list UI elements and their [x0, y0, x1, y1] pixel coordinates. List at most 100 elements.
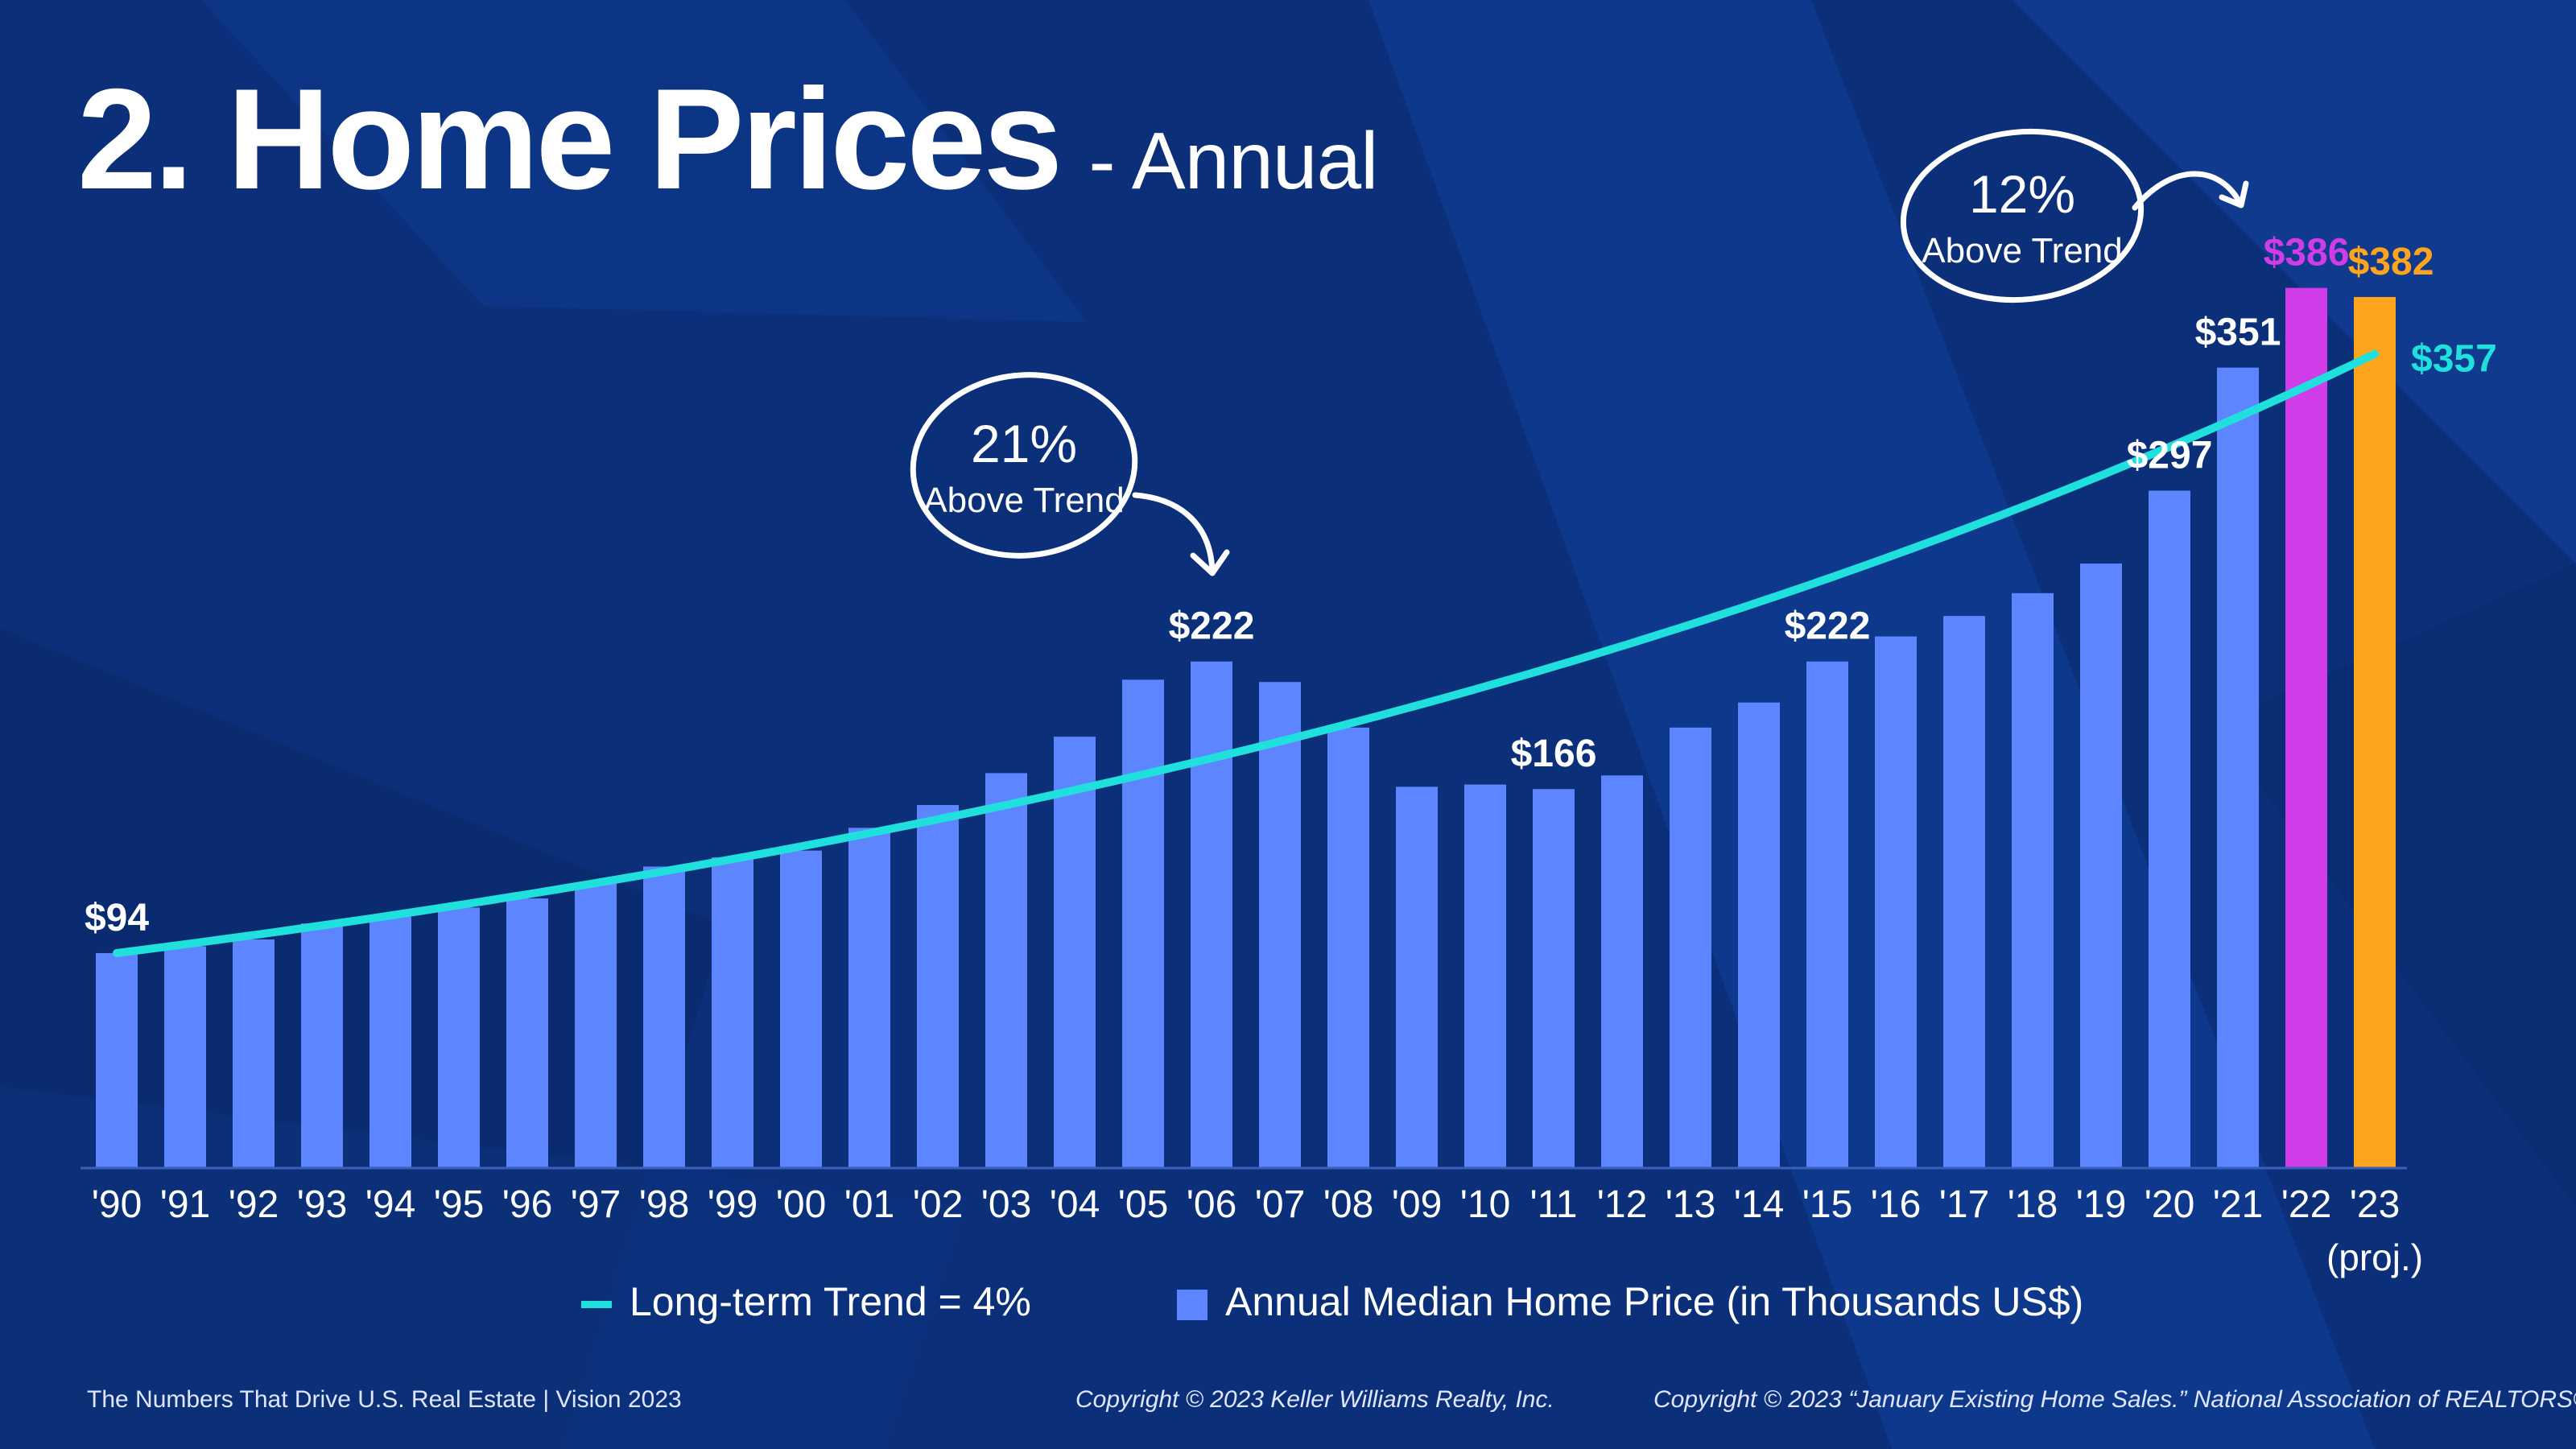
- x-tick-label: '21: [2213, 1183, 2264, 1226]
- annotation-percent: 21%: [971, 414, 1077, 473]
- trend-line: [113, 349, 2379, 957]
- annotation-arrow-head: [2219, 180, 2249, 208]
- data-label: $222: [1785, 605, 1871, 648]
- footer-right: Copyright © 2023 “January Existing Home …: [1653, 1386, 2576, 1413]
- bar: [2080, 564, 2122, 1167]
- bar: [575, 882, 617, 1167]
- annotation-text: Above Trend: [1922, 231, 2123, 270]
- legend-bars: Annual Median Home Price (in Thousands U…: [1177, 1278, 2083, 1325]
- bar: [1259, 682, 1301, 1167]
- bar: [164, 946, 206, 1167]
- above-trend-annotation: 21% Above Trend: [910, 372, 1230, 576]
- x-tick-label: '11: [1530, 1183, 1578, 1226]
- x-tick-label: '05: [1118, 1183, 1169, 1226]
- x-tick-label: '06: [1187, 1183, 1237, 1226]
- legend-trend-label: Long-term Trend = 4%: [630, 1279, 1031, 1324]
- bar: [917, 805, 959, 1167]
- bar: [1396, 786, 1438, 1167]
- x-tick-label: '95: [434, 1183, 485, 1226]
- x-tick-label: '17: [1939, 1183, 1990, 1226]
- data-label: $222: [1169, 605, 1255, 648]
- data-label: $166: [1511, 733, 1597, 775]
- data-label: $297: [2127, 434, 2213, 477]
- title-main: 2. Home Prices: [77, 59, 1063, 219]
- bar: [438, 907, 480, 1167]
- x-tick-label: '93: [297, 1183, 348, 1226]
- x-tick-label: '97: [571, 1183, 621, 1226]
- bar: [985, 773, 1027, 1167]
- bar: [1806, 661, 1848, 1167]
- annotation-arrow-head: [1190, 549, 1230, 576]
- bar: [1464, 784, 1506, 1167]
- x-tick-label: '08: [1323, 1183, 1374, 1226]
- x-tick-label: '94: [365, 1183, 416, 1226]
- annotation-circle: [910, 372, 1138, 559]
- page-title: 2. Home Prices - Annual: [77, 56, 1378, 221]
- x-tick-label: '01: [844, 1183, 895, 1226]
- legend-bar-label: Annual Median Home Price (in Thousands U…: [1225, 1279, 2084, 1324]
- x-tick-label: '19: [2076, 1183, 2127, 1226]
- bar: [2149, 490, 2190, 1167]
- bar: [301, 923, 343, 1167]
- bar: [780, 850, 822, 1167]
- data-label: $94: [85, 897, 149, 939]
- x-tick-label: '96: [502, 1183, 553, 1226]
- bar: [712, 857, 753, 1167]
- bar: [2012, 592, 2054, 1167]
- x-tick-label: '02: [913, 1183, 964, 1226]
- x-tick-label: '00: [776, 1183, 827, 1226]
- title-sub: - Annual: [1088, 116, 1378, 206]
- bar: [2354, 296, 2396, 1168]
- bar: [1533, 789, 1575, 1167]
- x-tick-label: '16: [1871, 1183, 1922, 1226]
- x-tick-label: '18: [2008, 1183, 2058, 1226]
- footer-center: Copyright © 2023 Keller Williams Realty,…: [1075, 1386, 1554, 1413]
- footer-left: The Numbers That Drive U.S. Real Estate …: [87, 1386, 682, 1413]
- bar: [1601, 775, 1643, 1167]
- bar: [233, 939, 275, 1167]
- bar: [643, 866, 685, 1167]
- data-label: $386: [2264, 232, 2350, 275]
- above-trend-annotation: 12% Above Trend: [1900, 128, 2249, 303]
- annotation-arrow: [1132, 492, 1216, 576]
- data-label: $351: [2195, 312, 2281, 354]
- trend-swatch: [581, 1301, 612, 1309]
- bar: [506, 898, 548, 1167]
- x-tick-label: '14: [1734, 1183, 1785, 1226]
- legend-trend: Long-term Trend = 4%: [581, 1278, 1031, 1325]
- bar: [1327, 727, 1369, 1167]
- bar: [1054, 737, 1096, 1167]
- x-tick-label: '12: [1597, 1183, 1648, 1226]
- bar: [2285, 287, 2327, 1167]
- x-tick-label: '13: [1666, 1183, 1716, 1226]
- x-tick-label: '10: [1460, 1183, 1511, 1226]
- annotation-percent: 12%: [1969, 164, 2075, 224]
- bar: [1191, 661, 1232, 1167]
- x-tick-label: '99: [708, 1183, 758, 1226]
- x-tick-label: '04: [1050, 1183, 1100, 1226]
- data-label: $382: [2348, 241, 2434, 283]
- bar: [1670, 727, 1711, 1167]
- x-tick-sublabel: (proj.): [2326, 1236, 2423, 1278]
- bar: [369, 916, 411, 1167]
- x-tick-label: '23: [2350, 1183, 2401, 1226]
- bar: [1943, 616, 1985, 1167]
- x-tick-label: '15: [1802, 1183, 1853, 1226]
- x-tick-label: '22: [2281, 1183, 2332, 1226]
- bar: [2217, 367, 2259, 1167]
- x-tick-label: '20: [2145, 1183, 2195, 1226]
- x-tick-label: '98: [639, 1183, 690, 1226]
- bar-swatch: [1177, 1289, 1208, 1320]
- annotation-text: Above Trend: [923, 481, 1125, 520]
- bar: [96, 952, 138, 1167]
- x-tick-label: '07: [1255, 1183, 1306, 1226]
- x-tick-label: '91: [160, 1183, 211, 1226]
- data-label: $357: [2411, 338, 2497, 381]
- bar: [1875, 636, 1917, 1167]
- x-tick-label: '92: [229, 1183, 279, 1226]
- x-tick-label: '90: [92, 1183, 142, 1226]
- bar: [848, 828, 890, 1167]
- bar: [1122, 679, 1164, 1167]
